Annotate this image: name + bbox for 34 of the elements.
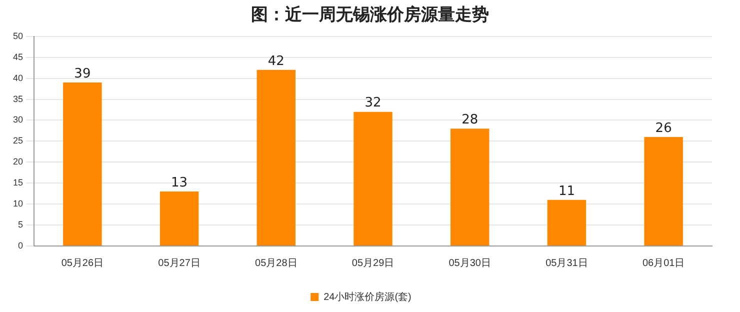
x-tick-label: 06月01日 (642, 258, 685, 269)
x-tick-label: 05月29日 (352, 258, 394, 269)
y-tick-label: 45 (12, 52, 24, 62)
y-tick-label: 20 (12, 156, 24, 167)
data-label: 11 (558, 184, 575, 199)
y-tick-label: 10 (12, 198, 24, 209)
bar (63, 82, 102, 246)
data-label: 28 (462, 112, 478, 128)
x-tick-label: 05月26日 (61, 258, 104, 269)
legend-label: 24小时涨价房源(套) (324, 290, 412, 303)
y-tick-label: 5 (18, 220, 24, 230)
y-tick-label: 35 (12, 94, 24, 104)
x-tick-label: 05月30日 (448, 258, 491, 269)
data-label: 32 (364, 96, 382, 111)
bar (160, 192, 199, 246)
data-label: 26 (655, 120, 672, 136)
bar (450, 128, 490, 246)
bar (256, 70, 296, 246)
bar (354, 112, 392, 246)
y-tick-label: 40 (12, 72, 24, 83)
bar (547, 200, 586, 246)
bar (644, 137, 683, 246)
x-tick-label: 05月31日 (546, 258, 588, 269)
data-label: 13 (171, 175, 188, 190)
y-tick-label: 30 (12, 114, 24, 125)
x-tick-label: 05月27日 (158, 258, 200, 269)
y-tick-label: 50 (12, 30, 24, 41)
data-label: 39 (74, 66, 91, 82)
y-tick-label: 0 (18, 240, 24, 250)
chart-title: 图：近一周无锡涨价房源量走势 (250, 4, 490, 27)
y-tick-label: 25 (12, 136, 24, 146)
y-tick-label: 15 (12, 178, 24, 188)
data-label: 42 (268, 54, 284, 69)
x-tick-label: 05月28日 (255, 258, 298, 269)
